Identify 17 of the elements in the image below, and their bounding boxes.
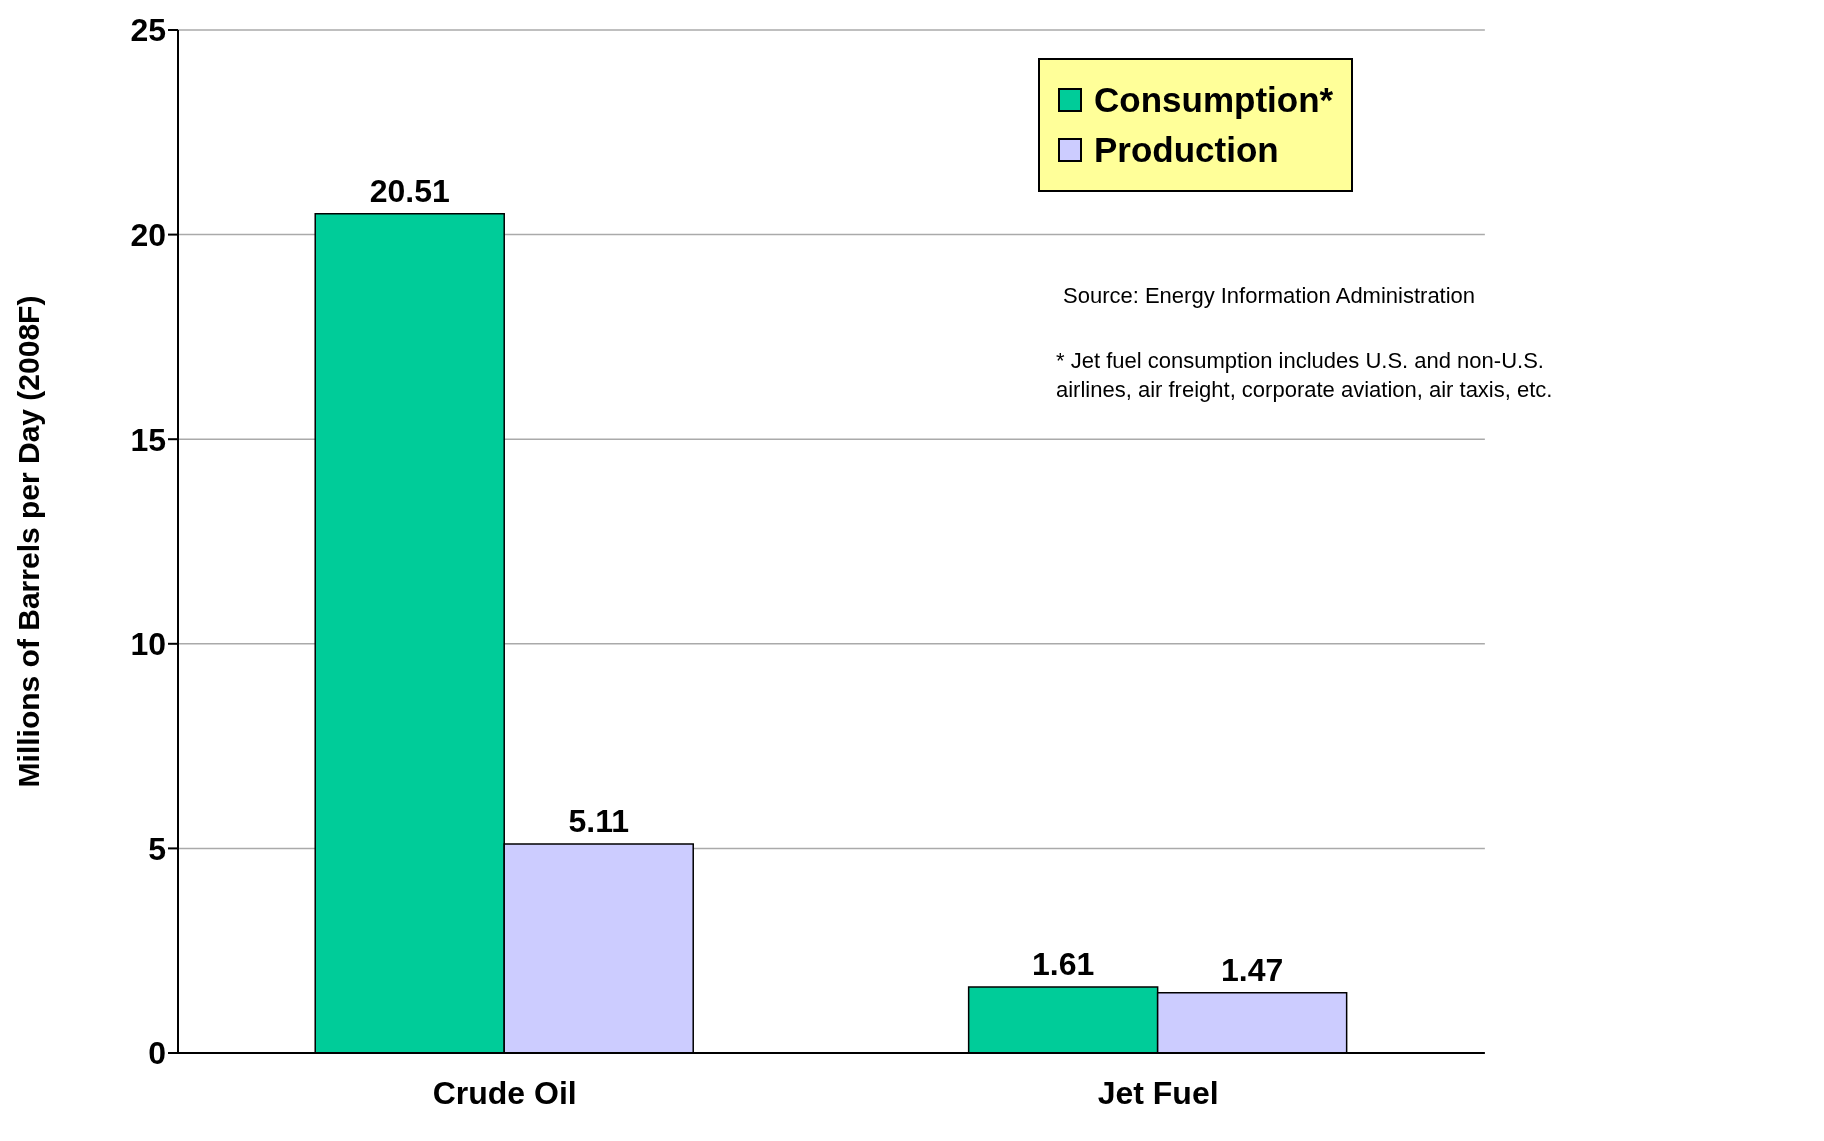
y-axis-title: Millions of Barrels per Day (2008F): [11, 295, 45, 788]
x-tick-label: Jet Fuel: [1097, 1074, 1219, 1111]
y-tick-label: 0: [148, 1035, 166, 1072]
data-label: 1.61: [1032, 946, 1095, 983]
y-tick-label: 15: [130, 421, 166, 458]
y-tick-label: 5: [148, 830, 166, 867]
data-label: 5.11: [568, 802, 629, 839]
y-tick-label: 25: [130, 12, 166, 49]
x-tick-label: Crude Oil: [432, 1074, 577, 1111]
data-label: 20.51: [369, 172, 450, 209]
y-tick-label: 20: [130, 216, 166, 253]
y-tick-label: 10: [130, 626, 166, 663]
annotation: Source: Energy Information Administration: [1063, 283, 1476, 309]
legend-label: Consumption*: [1094, 80, 1334, 120]
legend-label: Production: [1094, 130, 1279, 170]
data-label: 1.47: [1221, 951, 1284, 988]
annotation: * Jet fuel consumption includes U.S. and non-U.S. airlines, air freight, corporate aviation, air taxis, etc.: [1056, 347, 1554, 404]
